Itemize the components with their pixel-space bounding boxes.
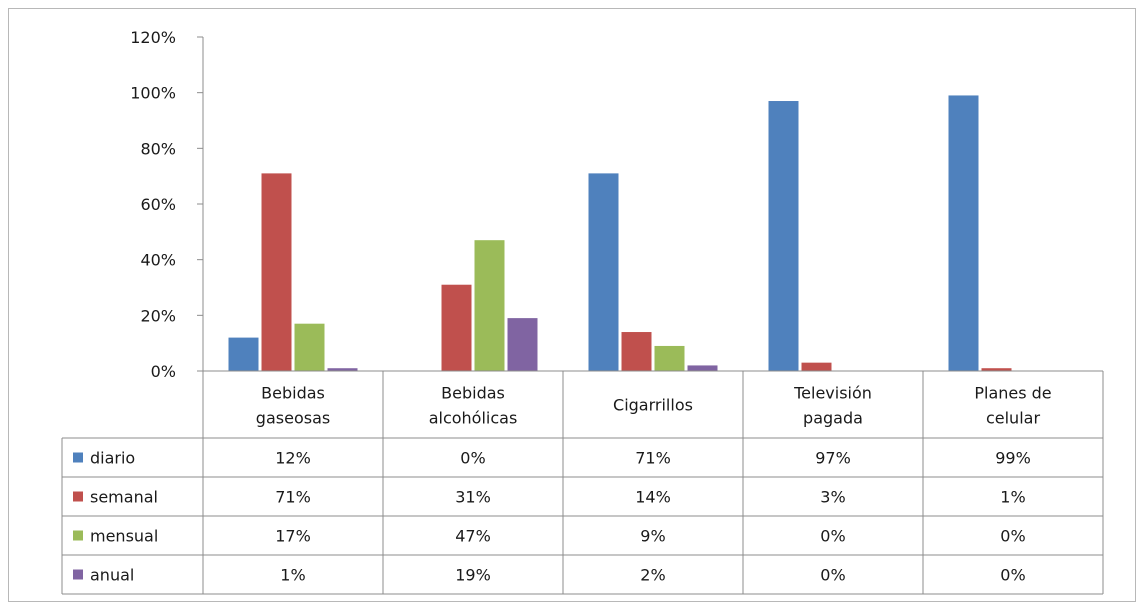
x-category-label: pagada [803, 409, 863, 428]
data-table-cell: 0% [820, 527, 845, 546]
data-table-cell: 71% [635, 449, 671, 468]
bar-anual-0 [327, 368, 358, 371]
y-tick-label: 100% [130, 84, 176, 103]
x-category-label: Bebidas [261, 384, 325, 403]
data-table-cell: 0% [1000, 527, 1025, 546]
legend-label: diario [90, 449, 135, 468]
x-category-label: celular [986, 409, 1040, 428]
legend-label: semanal [90, 488, 158, 507]
bar-diario-3 [768, 101, 799, 372]
data-table-cell: 14% [635, 488, 671, 507]
x-category-label: alcohólicas [429, 409, 518, 428]
x-category-label: Planes de [974, 384, 1051, 403]
data-table-cell: 99% [995, 449, 1031, 468]
x-category-label: gaseosas [256, 409, 330, 428]
data-table-cell: 1% [1000, 488, 1025, 507]
legend-key-semanal [73, 491, 83, 502]
x-category-label: Cigarrillos [613, 396, 693, 415]
data-table-cell: 0% [1000, 566, 1025, 585]
data-table-cell: 19% [455, 566, 491, 585]
bar-anual-2 [687, 365, 718, 371]
data-table-cell: 2% [640, 566, 665, 585]
data-table-cell: 47% [455, 527, 491, 546]
bar-diario-4 [948, 95, 979, 371]
bar-anual-1 [507, 318, 538, 371]
data-table-cell: 17% [275, 527, 311, 546]
data-table-cell: 9% [640, 527, 665, 546]
bar-semanal-4 [981, 368, 1012, 371]
legend-key-anual [73, 569, 83, 580]
bar-mensual-1 [474, 240, 505, 371]
y-tick-label: 40% [140, 251, 176, 270]
chart-frame [8, 8, 1136, 602]
legend-label: mensual [90, 527, 158, 546]
data-table-cell: 0% [460, 449, 485, 468]
bar-mensual-0 [294, 323, 325, 371]
y-tick-label: 60% [140, 195, 176, 214]
y-tick-label: 80% [140, 139, 176, 158]
bar-mensual-2 [654, 345, 685, 371]
data-table-cell: 97% [815, 449, 851, 468]
data-table-cell: 0% [820, 566, 845, 585]
bar-diario-2 [588, 173, 619, 371]
data-table-cell: 3% [820, 488, 845, 507]
legend-label: anual [90, 566, 134, 585]
legend-key-mensual [73, 530, 83, 541]
y-tick-label: 120% [130, 28, 176, 47]
bar-semanal-2 [621, 332, 652, 371]
data-table-cell: 31% [455, 488, 491, 507]
bar-diario-0 [228, 337, 259, 371]
y-tick-label: 0% [151, 362, 176, 381]
bar-semanal-0 [261, 173, 292, 371]
y-tick-label: 20% [140, 306, 176, 325]
bar-semanal-3 [801, 362, 832, 371]
x-category-label: Bebidas [441, 384, 505, 403]
data-table-cell: 12% [275, 449, 311, 468]
data-table-cell: 1% [280, 566, 305, 585]
legend-key-diario [73, 452, 83, 463]
x-category-label: Televisión [793, 384, 872, 403]
bar-semanal-1 [441, 284, 472, 371]
data-table-cell: 71% [275, 488, 311, 507]
